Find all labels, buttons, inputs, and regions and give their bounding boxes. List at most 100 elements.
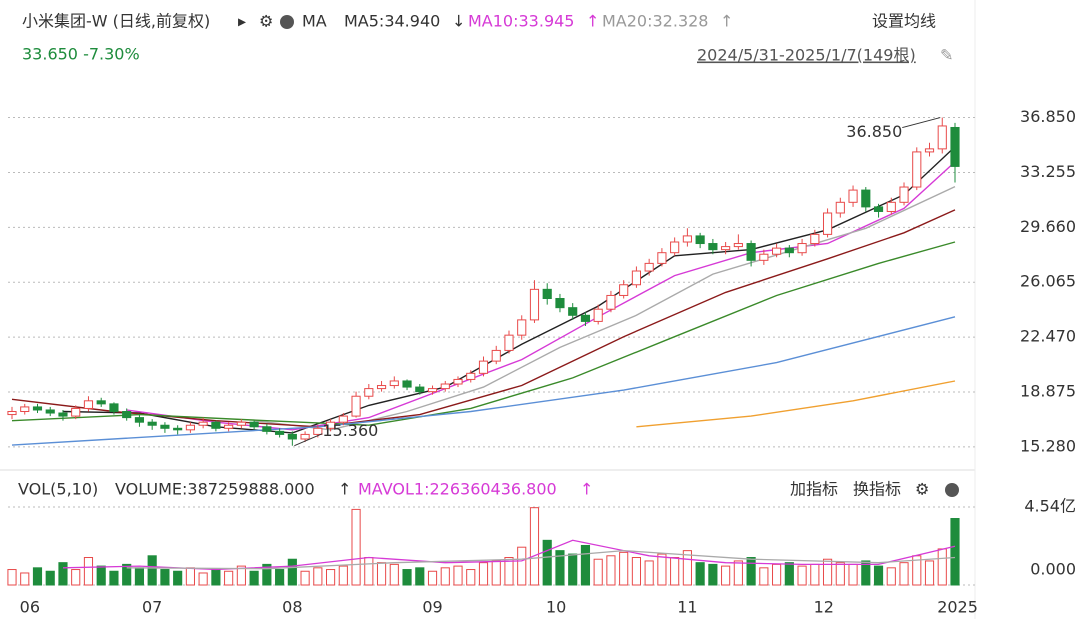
candle-body xyxy=(784,247,794,254)
volume-bar xyxy=(185,567,195,586)
volume-bar xyxy=(631,557,641,586)
volume-bar xyxy=(376,562,387,586)
candle-body xyxy=(695,235,705,245)
candle-body xyxy=(109,403,119,413)
volume-bar xyxy=(262,563,272,586)
volume-bar xyxy=(364,557,374,586)
close-icon[interactable] xyxy=(945,483,959,497)
min-label: 15.360 xyxy=(322,421,378,440)
candle-body xyxy=(772,247,782,255)
candle-body xyxy=(338,415,348,423)
volume-bar xyxy=(759,567,769,586)
x-tick-label: 08 xyxy=(282,598,302,617)
close-icon[interactable] xyxy=(280,15,294,29)
switch-indicator[interactable]: 换指标 xyxy=(853,480,901,499)
candle-body xyxy=(440,383,450,390)
candle-body xyxy=(20,406,30,413)
candle-body xyxy=(236,421,246,426)
candle-body xyxy=(173,427,183,431)
candle-body xyxy=(7,411,17,416)
volume-bar xyxy=(746,557,756,586)
y-tick-label: 26.065 xyxy=(1020,272,1076,291)
candle-body xyxy=(899,186,909,203)
settings-button[interactable]: 设置均线 xyxy=(872,12,936,31)
volume-bar xyxy=(326,569,336,586)
candle-body xyxy=(657,252,667,264)
volume-bar xyxy=(453,565,463,586)
volume-bar xyxy=(249,570,259,586)
volume-bar xyxy=(708,563,718,586)
volume-bar xyxy=(402,569,412,586)
candle-body xyxy=(134,417,145,423)
x-tick-label: 06 xyxy=(20,598,40,617)
pin-icon[interactable]: ✎ xyxy=(940,46,953,65)
volume-bar xyxy=(45,570,55,586)
volume-value: VOLUME:387259888.000 xyxy=(115,480,315,499)
volume-bar xyxy=(733,560,743,586)
candle-body xyxy=(249,421,259,428)
date-range[interactable]: 2024/5/31-2025/1/7(149根) xyxy=(697,46,916,65)
volume-bar xyxy=(822,558,833,586)
min-arrow xyxy=(294,433,323,447)
candle-body xyxy=(542,288,552,300)
candle-body xyxy=(287,433,297,440)
volume-bar xyxy=(109,570,119,586)
volume-bar xyxy=(529,507,540,586)
candle-body xyxy=(797,243,807,254)
vol-title: VOL(5,10) xyxy=(18,480,98,499)
gear-icon[interactable]: ⚙ xyxy=(915,480,929,499)
candle-body xyxy=(619,284,629,296)
candle-body xyxy=(415,386,425,393)
ma10-arrow: ↑ xyxy=(586,12,599,31)
candle-body xyxy=(453,378,463,385)
dropdown-icon[interactable]: ▸ xyxy=(238,12,246,31)
candle-body xyxy=(912,151,922,188)
volume-bar xyxy=(797,565,807,586)
volume-bar xyxy=(899,562,909,586)
volume-bar xyxy=(211,569,221,586)
ma-line xyxy=(62,539,956,571)
volume-bar xyxy=(886,567,896,586)
candle-body xyxy=(822,212,833,235)
candle-body xyxy=(45,409,55,414)
volume-bar xyxy=(937,548,947,586)
candle-body xyxy=(160,424,170,429)
volume-bar xyxy=(466,569,476,586)
y-tick-label: 36.850 xyxy=(1020,107,1076,126)
volume-bar xyxy=(670,557,680,586)
volume-bar xyxy=(542,539,552,586)
ma20-arrow: ↑ xyxy=(720,12,733,31)
x-tick-label: 07 xyxy=(142,598,162,617)
volume-bar xyxy=(83,557,94,586)
volume-bar xyxy=(873,565,884,586)
gear-icon[interactable]: ⚙ xyxy=(259,12,273,31)
volume-bar xyxy=(7,569,17,586)
volume-bar xyxy=(835,562,845,586)
candle-body xyxy=(83,400,94,409)
candle-body xyxy=(326,421,336,429)
x-tick-label: 12 xyxy=(814,598,834,617)
volume-bar xyxy=(427,570,438,586)
candle-body xyxy=(721,246,731,251)
stock-title[interactable]: 小米集团-W (日线,前复权) xyxy=(22,12,210,31)
volume-bar xyxy=(313,567,323,586)
candle-body xyxy=(733,243,743,248)
volume-bar xyxy=(147,555,157,586)
ma-line xyxy=(11,316,956,446)
candle-body xyxy=(580,314,591,322)
ma5-value: MA5:34.940 xyxy=(344,12,440,31)
volume-bar xyxy=(721,565,731,586)
candle-body xyxy=(211,421,221,429)
candle-body xyxy=(517,319,527,336)
candle-body xyxy=(224,424,234,429)
candle-body xyxy=(504,334,514,351)
volume-bar xyxy=(32,567,43,586)
add-indicator[interactable]: 加指标 xyxy=(790,480,838,499)
volume-bar xyxy=(555,550,565,586)
y-tick-label: 15.280 xyxy=(1020,436,1076,455)
candle-body xyxy=(96,400,106,405)
volume-bar xyxy=(606,555,616,586)
volume-bar xyxy=(300,570,310,586)
